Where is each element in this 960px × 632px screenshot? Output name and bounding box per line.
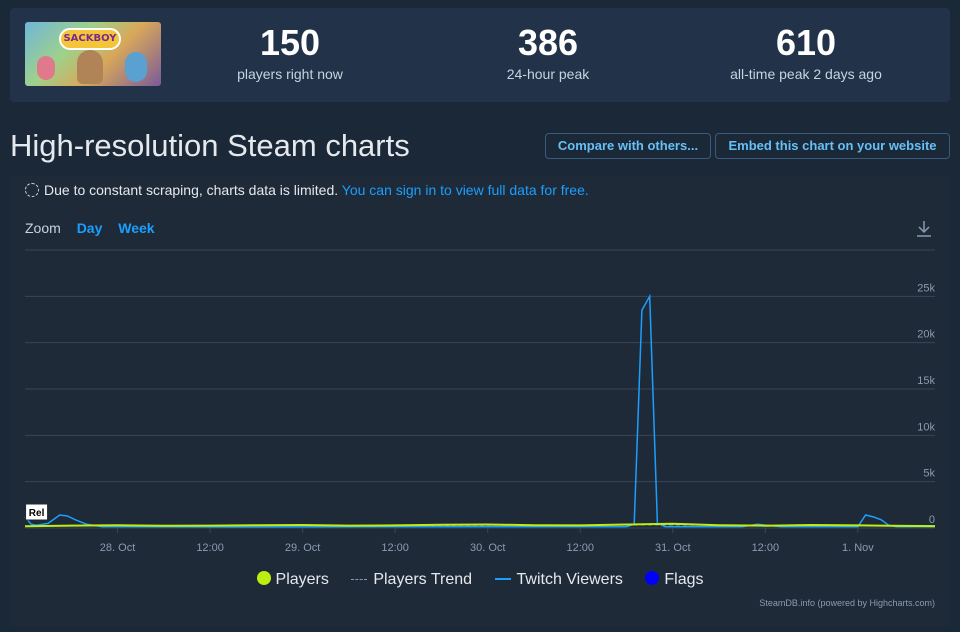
legend-label: Players Trend [373, 571, 473, 588]
y-tick-label: 5k [923, 468, 935, 480]
x-tick-label: 12:00 [196, 542, 224, 554]
legend-twitch-viewers[interactable]: Twitch Viewers [494, 571, 623, 589]
flags-dot-icon [645, 571, 660, 585]
release-flag: Rel [25, 503, 49, 521]
x-tick-label: 28. Oct [100, 542, 135, 554]
notice-text: Due to constant scraping, charts data is… [44, 182, 339, 198]
y-tick-label: 0 [929, 514, 935, 526]
stat-label: 24-hour peak [506, 66, 590, 82]
y-tick-label: 20k [917, 329, 935, 341]
player-chart[interactable]: 0 5k 10k 15k 20k 25k 28. Oct 12:00 29. Oct 12:00 3… [10, 176, 950, 566]
download-icon[interactable] [916, 220, 932, 238]
twitch-viewers-line [24, 293, 935, 528]
y-tick-label: 10k [917, 421, 935, 433]
legend-flags[interactable]: Flags [645, 571, 703, 589]
embed-chart-button[interactable]: Embed this chart on your website [715, 133, 950, 159]
stat-value: 386 [517, 22, 579, 63]
data-limit-notice: Due to constant scraping, charts data is… [25, 182, 589, 198]
page-title: High-resolution Steam charts [10, 128, 410, 163]
y-tick-label: 25k [917, 282, 935, 294]
thumbnail-character [77, 50, 103, 84]
zoom-label: Zoom [25, 220, 61, 236]
stat-label: players right now [237, 66, 343, 82]
x-tick-label: 1. Nov [842, 542, 874, 554]
stat-players-now: 150 players right now [170, 22, 410, 82]
stat-24h-peak: 386 24-hour peak [428, 22, 668, 82]
compare-button[interactable]: Compare with others... [545, 133, 711, 159]
chart-credit: SteamDB.info (powered by Highcharts.com) [759, 598, 935, 608]
stat-label: all-time peak 2 days ago [730, 66, 882, 82]
legend-label: Flags [664, 571, 704, 588]
legend-players-trend[interactable]: Players Trend [351, 571, 472, 589]
thumbnail-character [37, 56, 55, 80]
flag-label: Rel [29, 508, 45, 519]
x-tick-label: 12:00 [566, 542, 594, 554]
game-logo: SACKBOY [59, 28, 121, 50]
legend-players[interactable]: Players [256, 571, 329, 589]
thumbnail-character [125, 52, 147, 82]
line-icon [494, 578, 511, 580]
zoom-week-button[interactable]: Week [118, 220, 155, 236]
zoom-controls: Zoom Day Week [25, 220, 155, 236]
stat-value: 610 [775, 22, 837, 63]
chart-panel: Due to constant scraping, charts data is… [10, 176, 950, 626]
stats-bar: SACKBOY 150 players right now 386 24-hou… [10, 8, 950, 102]
stat-all-time-peak: 610 all-time peak 2 days ago [686, 22, 926, 82]
players-line [24, 522, 936, 528]
chart-legend: Players Players Trend Twitch Viewers Fla… [10, 571, 950, 589]
x-tick-label: 31. Oct [655, 542, 690, 554]
x-tick-label: 12:00 [381, 542, 409, 554]
dashed-circle-icon [25, 183, 39, 197]
zoom-day-button[interactable]: Day [76, 220, 103, 236]
sign-in-link[interactable]: You can sign in to view full data for fr… [341, 182, 589, 198]
x-tick-label: 30. Oct [470, 542, 505, 554]
stat-value: 150 [259, 22, 321, 63]
dashed-line-icon [351, 579, 368, 580]
players-dot-icon [256, 571, 271, 585]
y-tick-label: 15k [917, 375, 935, 387]
flag-box [25, 503, 49, 521]
x-tick-label: 29. Oct [285, 542, 320, 554]
x-tick-label: 12:00 [752, 542, 780, 554]
game-thumbnail[interactable]: SACKBOY [25, 22, 161, 86]
legend-label: Players [275, 571, 329, 588]
legend-label: Twitch Viewers [516, 571, 623, 588]
